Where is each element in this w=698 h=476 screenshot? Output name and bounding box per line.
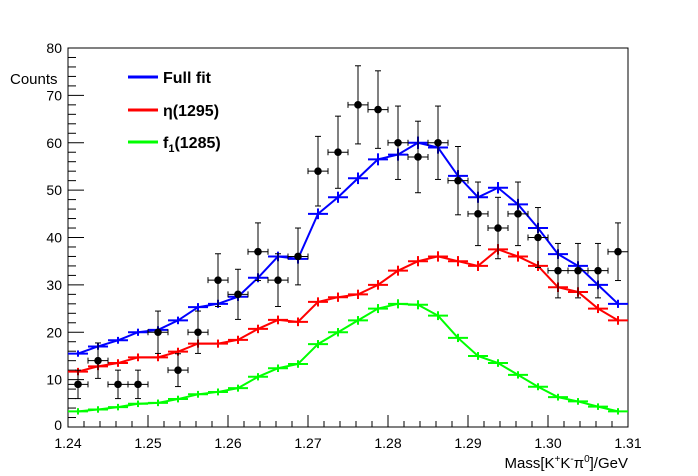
data-point [147, 310, 169, 354]
data-point [327, 115, 349, 189]
axis-ticks [67, 47, 629, 428]
legend-label-part: f [163, 135, 169, 152]
data-marker [474, 210, 482, 218]
y-tick-label: 70 [46, 87, 62, 103]
series-f1285 [68, 299, 628, 415]
data-marker [154, 328, 162, 337]
data-point [527, 207, 549, 268]
legend-label-part: 1 [168, 143, 174, 155]
legend-label-eta1295: η(1295) [163, 103, 219, 120]
data-marker [134, 380, 142, 389]
data-point [447, 145, 469, 216]
data-point [107, 369, 129, 400]
data-point [307, 135, 329, 207]
data-marker [94, 356, 102, 365]
data-point [367, 70, 389, 149]
data-point [427, 105, 449, 180]
data-marker [534, 233, 542, 242]
y-tick-label: 80 [46, 40, 62, 56]
series-line [77, 248, 619, 373]
data-marker [334, 148, 342, 157]
y-tick-label: 50 [46, 182, 62, 198]
x-tick-label: 1.31 [614, 435, 641, 451]
y-axis-title: Counts [10, 71, 58, 88]
data-point [507, 181, 529, 247]
data-marker [74, 380, 82, 389]
data-point [607, 222, 629, 282]
data-marker [194, 328, 202, 337]
series-line [77, 141, 619, 355]
series-full-fit [68, 136, 628, 357]
data-point [267, 253, 289, 308]
data-marker [114, 380, 122, 389]
y-tick-label: 40 [46, 230, 62, 246]
legend-label-part: (1285) [174, 135, 220, 152]
legend-label-f1285: f1(1285) [163, 135, 221, 155]
data-marker [574, 266, 582, 275]
data-point [587, 242, 609, 299]
data-marker [314, 167, 322, 175]
fit-curves [68, 136, 628, 415]
y-tick-labels: 0 10 20 30 40 50 60 70 80 [46, 40, 62, 433]
y-tick-label: 10 [46, 372, 62, 388]
x-axis-title: Mass[K+K-π0]/GeV [505, 454, 629, 472]
data-point [87, 342, 109, 379]
x-tick-labels: 1.24 1.25 1.26 1.27 1.28 1.29 1.30 1.31 [54, 435, 641, 451]
x-tick-label: 1.30 [534, 435, 561, 451]
x-tick-label: 1.24 [54, 435, 81, 451]
data-point [547, 242, 569, 299]
y-tick-label: 0 [54, 417, 62, 433]
data-point [187, 310, 209, 354]
data-marker [294, 252, 302, 261]
data-marker [274, 276, 282, 284]
data-marker [234, 290, 242, 299]
data-marker [494, 224, 502, 232]
data-marker [174, 366, 182, 374]
y-tick-label: 20 [46, 324, 62, 340]
data-marker [434, 138, 442, 147]
x-tick-label: 1.25 [134, 435, 161, 451]
series-eta1295 [68, 244, 628, 376]
data-point [67, 369, 89, 400]
data-marker [414, 153, 422, 161]
data-marker [594, 266, 602, 275]
data-point [487, 196, 509, 260]
x-tick-label: 1.26 [214, 435, 241, 451]
data-point [167, 353, 189, 388]
data-point [387, 105, 409, 180]
data-point [227, 268, 249, 320]
data-point [407, 120, 429, 194]
data-marker [554, 266, 562, 275]
data-marker [614, 247, 622, 256]
data-marker [214, 276, 222, 284]
data-point [347, 65, 369, 145]
legend-label-full-fit: Full fit [163, 70, 212, 87]
series-line [77, 302, 619, 413]
data-marker [394, 138, 402, 147]
data-marker [514, 210, 522, 218]
data-marker [374, 105, 382, 114]
x-tick-label: 1.28 [374, 435, 401, 451]
data-point [207, 253, 229, 308]
data-point [127, 369, 149, 400]
data-marker [354, 101, 362, 109]
data-marker [454, 176, 462, 185]
data-marker [254, 247, 262, 256]
data-point [247, 222, 269, 282]
data-point [287, 227, 309, 286]
y-tick-label: 30 [46, 277, 62, 293]
y-tick-label: 60 [46, 135, 62, 151]
x-tick-label: 1.27 [294, 435, 321, 451]
data-point [467, 181, 489, 247]
data-points [67, 65, 629, 400]
x-tick-label: 1.29 [454, 435, 481, 451]
legend: Full fit η(1295) f1(1285) [128, 70, 221, 155]
